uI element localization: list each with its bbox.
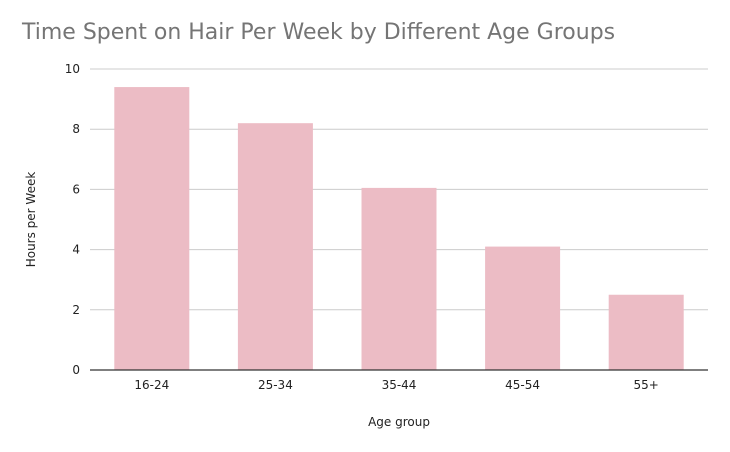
y-tick-label: 6 — [72, 182, 80, 196]
y-axis-title: Hours per Week — [24, 172, 38, 268]
y-tick-label: 8 — [72, 122, 80, 136]
chart-title: Time Spent on Hair Per Week by Different… — [22, 20, 616, 45]
x-tick-label: 35-44 — [382, 378, 417, 392]
y-tick-label: 0 — [72, 363, 80, 377]
x-tick-label: 25-34 — [258, 378, 293, 392]
y-tick-labels: 0 2 4 6 8 10 — [65, 62, 80, 377]
x-tick-labels: 16-24 25-34 35-44 45-54 55+ — [134, 378, 659, 392]
bar-25-34 — [237, 123, 313, 371]
y-tick-label: 4 — [72, 243, 80, 257]
bars — [114, 87, 684, 371]
bar-35-44 — [361, 187, 437, 370]
y-tick-label: 10 — [65, 62, 80, 76]
x-tick-label: 45-54 — [505, 378, 540, 392]
y-tick-label: 2 — [72, 303, 80, 317]
bar-45-54 — [485, 246, 561, 370]
x-axis-title: Age group — [368, 415, 430, 429]
bar-16-24 — [114, 87, 190, 370]
bar-55+ — [608, 294, 684, 370]
x-tick-label: 16-24 — [134, 378, 169, 392]
x-tick-label: 55+ — [634, 378, 659, 392]
